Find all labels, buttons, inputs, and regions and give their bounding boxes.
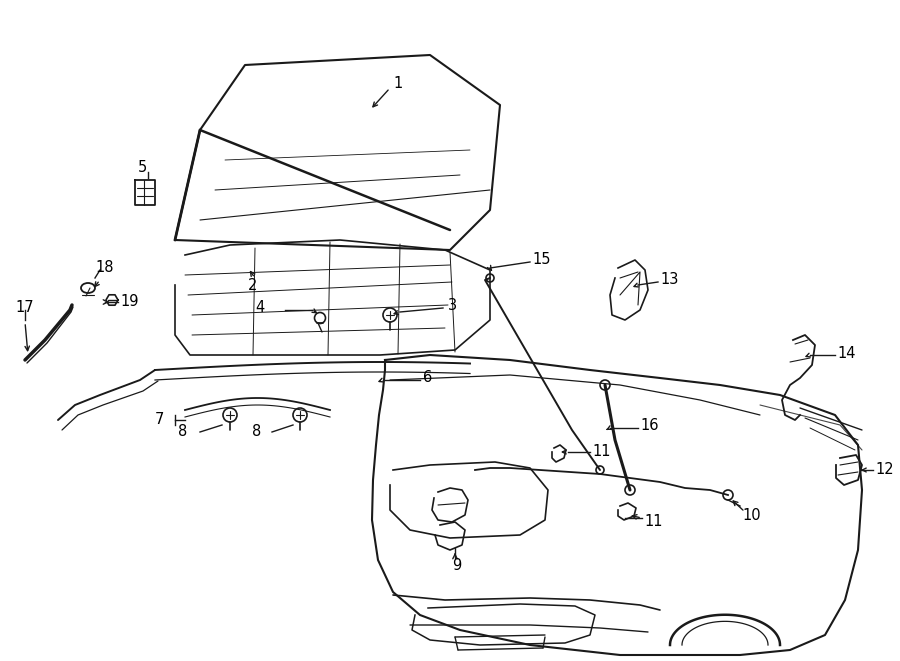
Text: 9: 9 [452,559,461,574]
Text: 18: 18 [95,260,113,276]
Text: 11: 11 [592,444,610,459]
Text: 6: 6 [423,371,432,385]
Text: 17: 17 [15,301,33,315]
Text: 19: 19 [120,295,139,309]
Text: 15: 15 [532,253,551,268]
Text: 5: 5 [138,161,148,176]
Text: 8: 8 [178,424,187,440]
Ellipse shape [81,283,95,293]
Text: 7: 7 [155,412,165,428]
Text: 14: 14 [837,346,856,360]
Text: 11: 11 [644,514,662,529]
Text: 8: 8 [252,424,261,440]
Text: 10: 10 [742,508,760,522]
Text: 2: 2 [248,278,257,293]
Text: 12: 12 [875,463,894,477]
Text: 3: 3 [448,297,457,313]
Text: 13: 13 [660,272,679,288]
Text: 1: 1 [393,75,402,91]
Text: 4: 4 [255,301,265,315]
Text: 16: 16 [640,418,659,434]
Circle shape [314,313,326,323]
